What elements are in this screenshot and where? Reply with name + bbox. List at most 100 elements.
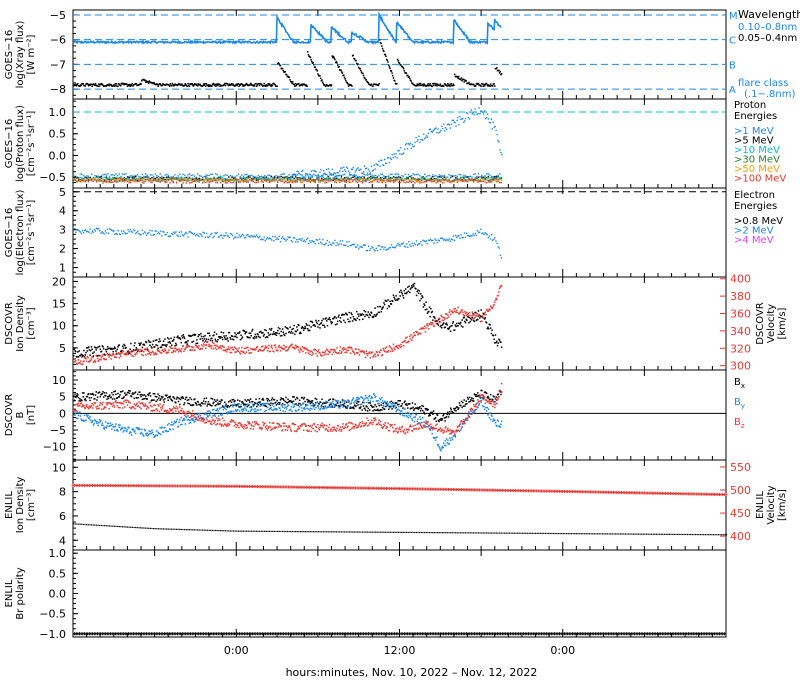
xray-point (345, 80, 347, 82)
density-point (92, 353, 94, 355)
proton-point (424, 179, 425, 180)
proton-point (215, 182, 216, 183)
density-point (87, 350, 89, 352)
xray-point (429, 83, 431, 85)
density-point (105, 349, 107, 351)
velocity-point (178, 348, 180, 350)
proton-point (122, 180, 123, 181)
density-point (209, 335, 211, 337)
density-point (100, 348, 102, 350)
velocity-point (397, 348, 399, 350)
proton-point (208, 175, 209, 176)
bfield-point (219, 403, 221, 405)
density-point (196, 339, 198, 341)
proton-point (171, 178, 172, 179)
bfield-point (136, 397, 138, 399)
proton-point (424, 181, 425, 182)
proton-point (448, 174, 449, 175)
density-point (363, 314, 365, 316)
proton-point (326, 178, 327, 179)
velocity-point (332, 349, 334, 351)
proton-point (370, 179, 371, 180)
density-point (155, 340, 157, 342)
proton-point (488, 180, 489, 181)
proton-point (399, 153, 400, 154)
velocity-point (457, 312, 459, 314)
xray-point (202, 85, 204, 87)
xray-point (422, 84, 424, 86)
proton-point (408, 179, 409, 180)
velocity-point (270, 346, 272, 348)
proton-point (332, 169, 333, 170)
proton-point (155, 173, 156, 174)
bfield-point (287, 402, 289, 404)
proton-point (323, 177, 324, 178)
proton-point (375, 175, 376, 176)
xray-point (468, 82, 470, 84)
velocity-point (369, 351, 371, 353)
proton-point (292, 182, 293, 183)
proton-point (184, 180, 185, 181)
velocity-point (340, 346, 342, 348)
density-point (462, 326, 464, 328)
proton-point (409, 144, 410, 145)
right-tick-label: 300 (730, 360, 751, 373)
velocity-point (298, 349, 300, 351)
xray-point (259, 85, 261, 87)
density-point (267, 337, 269, 339)
electron-point (341, 243, 342, 244)
proton-point (382, 180, 383, 181)
xray-point (276, 85, 278, 87)
density-point (76, 356, 78, 358)
velocity-point (428, 328, 430, 330)
density-point (271, 328, 273, 330)
density-point (199, 334, 201, 336)
electron-point (233, 238, 234, 239)
density-point (224, 337, 226, 339)
proton-point (435, 127, 436, 128)
proton-point (357, 179, 358, 180)
velocity-point (488, 310, 490, 312)
xray-point (85, 85, 87, 87)
electron-point (237, 237, 238, 238)
electron-point (460, 234, 461, 235)
velocity-point (174, 351, 176, 353)
xray-point (80, 85, 82, 87)
xray-point (263, 85, 265, 87)
bfield-point (269, 400, 271, 402)
bfield-point (189, 403, 191, 405)
xray-point (443, 85, 445, 87)
electron-point (204, 232, 205, 233)
density-point (394, 298, 396, 300)
xray-point (449, 84, 451, 86)
electron-point (464, 232, 465, 233)
bfield-point (93, 394, 95, 396)
velocity-point (203, 343, 205, 345)
bfield-point (220, 401, 222, 403)
proton-point (400, 180, 401, 181)
density-point (129, 348, 131, 350)
density-point (340, 321, 342, 323)
proton-point (378, 181, 379, 182)
density-point (358, 315, 360, 317)
density-point (201, 336, 203, 338)
proton-point (262, 178, 263, 179)
proton-point (117, 181, 118, 182)
velocity-point (100, 355, 102, 357)
bfield-point (211, 405, 213, 407)
bfield-point (126, 394, 128, 396)
proton-point (459, 116, 460, 117)
density-point (149, 344, 151, 346)
proton-point (305, 175, 306, 176)
proton-point (367, 173, 368, 174)
density-point (125, 347, 127, 349)
velocity-point (172, 348, 174, 350)
xray-point (131, 83, 133, 85)
velocity-point (461, 309, 463, 311)
xray-point (213, 83, 215, 85)
bfield-point (104, 392, 106, 394)
density-point (187, 343, 189, 345)
velocity-point (374, 353, 376, 355)
proton-point (315, 171, 316, 172)
velocity-point (344, 349, 346, 351)
